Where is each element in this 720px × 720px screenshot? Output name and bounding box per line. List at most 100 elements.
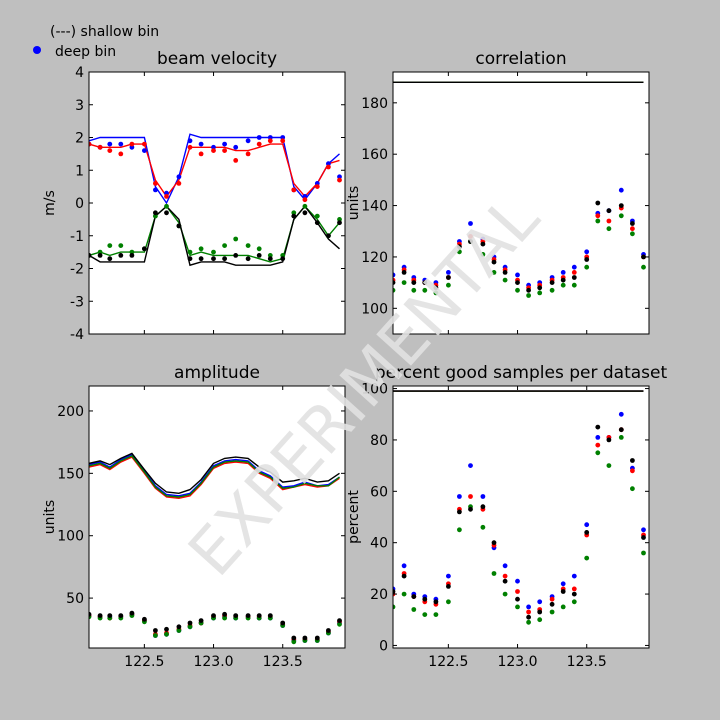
chart-title: percent good samples per dataset [375,363,668,383]
plot-area [393,386,649,648]
data-point-deep [267,138,273,144]
data-point-deep [618,435,624,440]
data-point-deep [422,596,428,602]
data-point-deep [606,463,612,468]
data-point-deep [302,197,308,203]
data-point-deep [153,628,158,633]
data-point-deep [256,246,262,252]
series-line-shallow-3 [89,455,340,498]
data-point-deep [422,287,428,293]
data-point-deep [267,135,273,140]
plot-content [393,81,646,298]
data-point-deep [107,141,113,147]
data-point-deep [302,210,308,216]
chart-panel-2: 100 120 140 160 180 correlation units [346,49,650,335]
data-point-deep [422,280,428,285]
data-point-deep [233,236,239,242]
data-point-deep [433,612,439,617]
data-point-deep [393,272,396,278]
y-tick-label: 60 [370,484,388,500]
data-point-deep [142,148,147,154]
data-point-deep [584,530,590,535]
data-point-deep [457,244,462,250]
y-tick-label: 0 [75,196,84,212]
data-point-deep [280,253,286,258]
data-point-deep [457,494,462,499]
data-point-deep [153,213,158,219]
data-point-deep [176,223,182,229]
data-point-deep [446,573,451,579]
data-point-deep [211,148,216,154]
data-point-deep [468,494,473,499]
data-point-deep [457,509,462,515]
data-point-deep [326,233,331,239]
data-point-deep [107,148,113,154]
data-point-deep [97,249,103,255]
series-line-shallow-4 [89,452,340,495]
data-point-deep [164,194,169,199]
chart-panel-4: 0 20 40 60 80 100 122.5 123.0 123.5 percent good … [346,363,667,670]
x-tick-label: 123.0 [497,654,537,670]
y-tick-label: -3 [70,294,84,310]
data-point-deep [618,187,624,193]
data-point-deep [153,181,158,186]
panels: -4 -3 -2 -1 0 1 2 3 4 beam velocity m/s 100 120 140 16… [42,49,667,670]
data-point-deep [502,578,508,584]
data-point-deep [571,586,577,592]
data-point-deep [198,151,204,157]
chart-title: amplitude [174,363,260,383]
data-point-deep [630,221,635,226]
data-point-deep [595,213,601,219]
plot-area [393,72,649,334]
data-point-deep [549,609,555,615]
data-point-deep [198,246,204,252]
data-point-deep [280,135,286,140]
data-point-deep [280,138,286,144]
data-point-deep [118,253,124,258]
data-point-deep [129,249,135,255]
data-point-deep [606,437,612,443]
data-point-deep [549,601,555,607]
data-point-deep [291,639,297,645]
data-point-deep [618,203,624,209]
data-point-deep [222,256,228,262]
data-point-deep [245,256,251,262]
data-point-deep [630,231,635,237]
y-tick-label: 100 [361,301,388,317]
data-point-deep [129,253,135,258]
y-axis-label: units [42,500,58,534]
data-point-deep [446,275,451,280]
data-point-deep [393,280,396,285]
data-point-deep [595,450,601,456]
y-tick-label: -2 [70,262,84,278]
data-point-deep [630,458,635,463]
data-point-deep [211,613,216,618]
data-point-deep [302,203,308,209]
data-point-deep [630,486,635,492]
data-point-deep [457,249,462,255]
data-point-deep [107,243,113,249]
data-point-deep [164,210,169,216]
data-point-deep [537,617,543,623]
data-point-deep [584,555,590,561]
data-point-deep [164,203,169,209]
data-point-deep [314,213,320,219]
data-point-deep [515,287,520,293]
chart-panel-1: -4 -3 -2 -1 0 1 2 3 4 beam velocity m/s [42,49,346,343]
y-tick-label: 100 [361,382,388,398]
chart-panel-3: 50 100 150 200 122.5 123.0 123.5 amplitude units [42,363,346,670]
data-point-deep [187,620,193,626]
y-tick-label: 150 [57,466,84,482]
data-point-deep [142,141,147,147]
data-point-deep [198,141,204,147]
data-point-deep [326,164,331,170]
data-point-deep [187,138,193,144]
y-tick-label: 4 [75,65,84,81]
data-point-deep [480,252,486,257]
data-point-deep [187,249,193,255]
data-point-deep [153,187,158,193]
series-line-shallow-1 [89,453,340,497]
data-point-deep [480,504,486,510]
data-point-deep [526,614,531,620]
data-point-deep [457,527,462,533]
